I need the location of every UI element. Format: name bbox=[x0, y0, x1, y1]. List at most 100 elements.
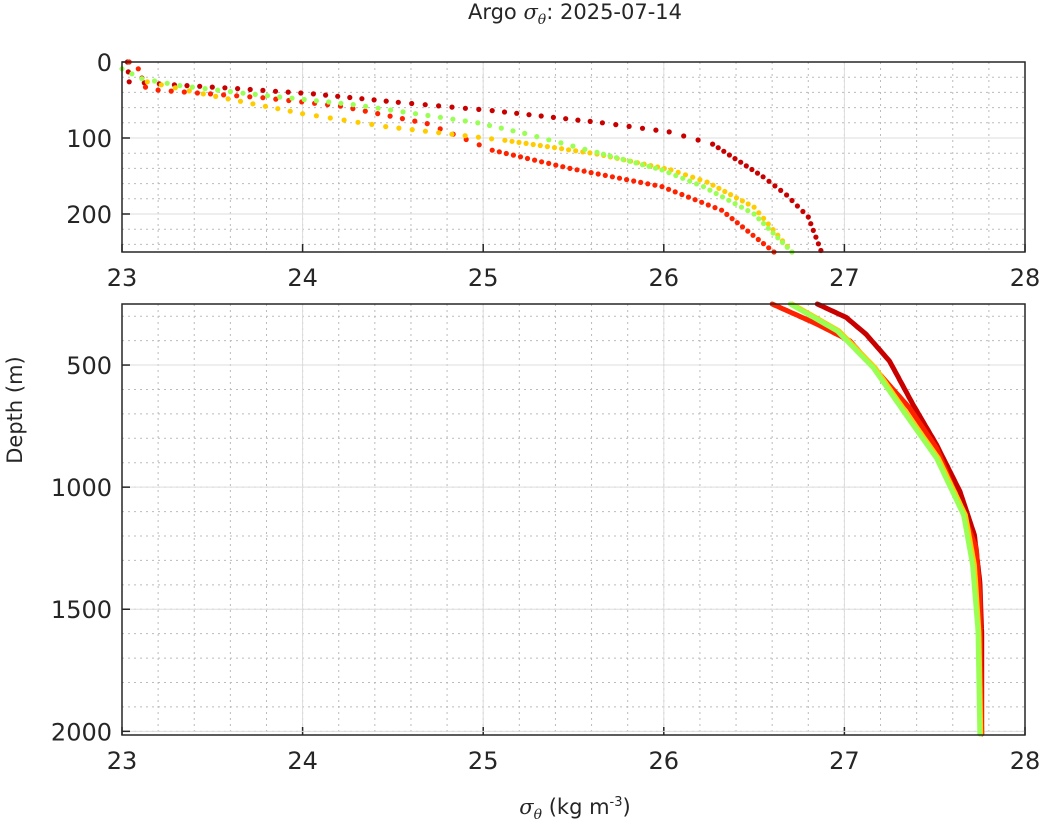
data-point bbox=[659, 167, 665, 173]
data-point bbox=[409, 127, 415, 133]
data-point bbox=[524, 155, 531, 162]
data-point bbox=[653, 127, 659, 133]
x-tick-label: 26 bbox=[649, 264, 680, 292]
data-point bbox=[347, 94, 353, 101]
data-point bbox=[129, 71, 135, 77]
data-point bbox=[510, 152, 516, 158]
data-point bbox=[779, 239, 786, 246]
series-4 bbox=[119, 66, 795, 255]
data-point bbox=[362, 108, 368, 114]
data-point bbox=[197, 83, 203, 89]
data-point bbox=[262, 103, 268, 109]
data-point bbox=[704, 179, 710, 185]
data-point bbox=[609, 174, 616, 180]
data-point bbox=[633, 160, 639, 166]
data-point bbox=[207, 91, 214, 97]
data-point bbox=[733, 195, 740, 201]
data-point bbox=[534, 134, 540, 140]
data-point bbox=[235, 86, 241, 92]
data-point bbox=[699, 199, 705, 205]
data-point bbox=[756, 210, 762, 216]
x-tick-label: 26 bbox=[649, 747, 680, 775]
data-point bbox=[719, 207, 725, 213]
data-point bbox=[510, 128, 516, 134]
data-point bbox=[694, 181, 700, 187]
data-point bbox=[719, 194, 726, 200]
data-point bbox=[285, 89, 291, 95]
data-point bbox=[715, 145, 721, 151]
data-point bbox=[476, 142, 482, 148]
data-point bbox=[772, 183, 778, 189]
data-point bbox=[808, 221, 814, 227]
data-point bbox=[766, 245, 772, 251]
data-point bbox=[523, 140, 529, 146]
data-point bbox=[215, 87, 221, 93]
data-point bbox=[595, 171, 601, 177]
data-point bbox=[652, 165, 659, 171]
data-point bbox=[789, 197, 795, 204]
data-point bbox=[756, 216, 762, 222]
data-point bbox=[710, 182, 716, 188]
data-point bbox=[745, 201, 751, 207]
data-point bbox=[588, 170, 594, 176]
data-point bbox=[139, 76, 145, 82]
data-point bbox=[186, 88, 192, 94]
data-point bbox=[594, 149, 600, 155]
data-point bbox=[574, 167, 580, 173]
data-point bbox=[412, 118, 418, 124]
data-point bbox=[778, 187, 784, 193]
data-point bbox=[338, 100, 344, 106]
data-point bbox=[732, 156, 738, 162]
data-point bbox=[489, 108, 495, 114]
data-point bbox=[326, 99, 332, 105]
data-point bbox=[613, 122, 619, 128]
data-point bbox=[646, 163, 652, 169]
data-point bbox=[602, 172, 608, 178]
data-point bbox=[272, 88, 279, 94]
data-point bbox=[620, 156, 626, 162]
data-point bbox=[240, 90, 246, 96]
data-point bbox=[553, 162, 559, 168]
y-tick-label: 500 bbox=[66, 352, 112, 380]
data-point bbox=[387, 113, 393, 119]
data-point bbox=[530, 141, 536, 148]
data-point bbox=[760, 174, 766, 180]
data-point bbox=[582, 146, 588, 152]
data-point bbox=[755, 236, 761, 243]
data-point bbox=[726, 152, 733, 158]
data-point bbox=[341, 117, 347, 123]
data-point bbox=[784, 244, 790, 250]
data-point bbox=[695, 137, 701, 143]
data-point bbox=[726, 197, 732, 203]
data-point bbox=[501, 109, 508, 115]
data-point bbox=[227, 89, 233, 95]
series-4 bbox=[787, 301, 983, 737]
data-point bbox=[234, 93, 240, 99]
data-point bbox=[496, 149, 502, 155]
data-point bbox=[412, 111, 419, 117]
data-point bbox=[581, 168, 587, 174]
x-axis-label: σθ (kg m-3) bbox=[519, 795, 631, 824]
data-point bbox=[200, 91, 206, 97]
data-point bbox=[498, 125, 504, 131]
data-point bbox=[558, 140, 564, 146]
data-point bbox=[732, 201, 738, 207]
data-point bbox=[252, 91, 258, 97]
data-point bbox=[462, 118, 468, 124]
data-point bbox=[705, 202, 711, 208]
data-point bbox=[335, 93, 341, 99]
x-tick-label: 27 bbox=[829, 747, 860, 775]
data-point bbox=[754, 170, 761, 176]
data-point bbox=[638, 179, 644, 185]
x-tick-label: 25 bbox=[468, 264, 499, 292]
data-point bbox=[237, 98, 244, 104]
data-point bbox=[666, 170, 672, 176]
data-point bbox=[277, 94, 283, 100]
data-point bbox=[739, 224, 746, 230]
data-point bbox=[713, 190, 719, 197]
data-point bbox=[189, 84, 195, 90]
data-point bbox=[666, 186, 672, 192]
data-point bbox=[144, 79, 150, 85]
data-point bbox=[570, 143, 576, 149]
